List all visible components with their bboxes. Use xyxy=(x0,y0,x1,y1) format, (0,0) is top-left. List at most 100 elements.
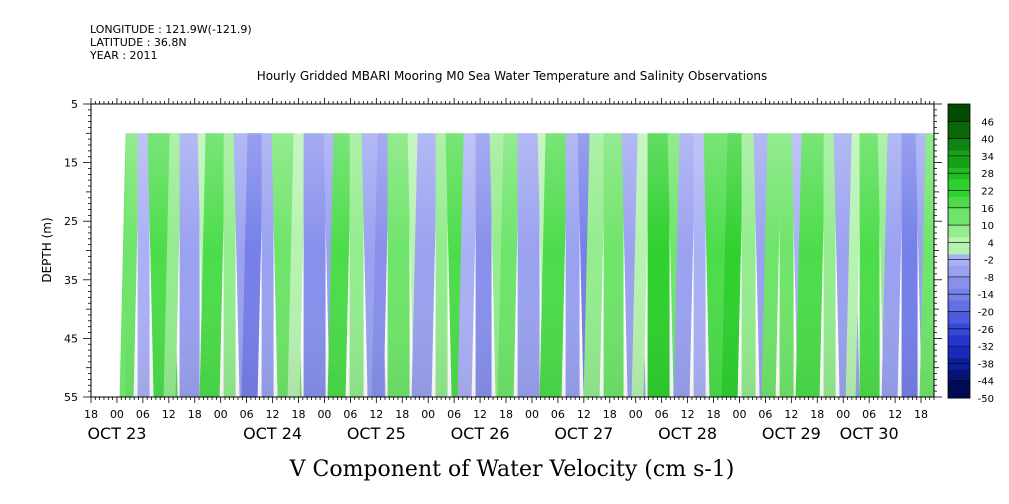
colorbar-swatch xyxy=(948,300,970,307)
colorbar-swatch xyxy=(948,115,970,122)
colorbar-swatch xyxy=(948,265,970,272)
hour-tick-label: 00 xyxy=(732,408,746,421)
colorbar-label: 46 xyxy=(981,117,994,128)
colorbar-label: -8 xyxy=(984,273,994,284)
hour-tick-label: 00 xyxy=(317,408,331,421)
colorbar-swatch xyxy=(948,328,970,336)
colorbar-label: -2 xyxy=(984,256,994,267)
colorbar-swatch xyxy=(948,253,970,261)
chart-title: Hourly Gridded MBARI Mooring M0 Sea Wate… xyxy=(257,69,768,83)
hour-tick-label: 18 xyxy=(603,408,617,421)
colorbar-label: -14 xyxy=(978,290,994,301)
y-tick-label: 25 xyxy=(64,215,78,228)
x-axis-label: V Component of Water Velocity (cm s-1) xyxy=(289,457,735,482)
colorbar-label: 28 xyxy=(981,169,994,180)
colorbar-swatch xyxy=(948,276,970,284)
hour-tick-label: 12 xyxy=(681,408,695,421)
axis-ticks xyxy=(83,98,942,403)
colorbar-swatch xyxy=(948,248,970,255)
day-labels: OCT 23 OCT 24 OCT 25 OCT 26 OCT 27 OCT 28 OCT … xyxy=(87,424,898,443)
hour-tick-label: 06 xyxy=(447,408,461,421)
y-tick-label: 35 xyxy=(64,274,78,287)
colorbar-swatch xyxy=(948,369,970,376)
colorbar-label: -44 xyxy=(978,377,994,388)
colorbar-swatch xyxy=(948,380,970,387)
hour-tick-label: 06 xyxy=(551,408,565,421)
hour-tick-labels: 18 00 06 12 18 00 06 12 18 00 06 12 18 00 06 12 18 00 06 12… xyxy=(84,408,928,421)
hour-tick-label: 06 xyxy=(240,408,254,421)
day-label: OCT 26 xyxy=(451,424,510,443)
hour-tick-label: 12 xyxy=(577,408,591,421)
colorbar-swatch xyxy=(948,167,970,174)
colorbar-swatch xyxy=(948,127,970,134)
hour-tick-label: 00 xyxy=(421,408,435,421)
colorbar-swatch xyxy=(948,242,970,249)
colorbar-swatch xyxy=(948,357,970,364)
colorbar-swatch xyxy=(948,392,970,399)
y-tick-label: 45 xyxy=(64,332,78,345)
colorbar-swatch xyxy=(948,271,970,278)
day-label: OCT 27 xyxy=(554,424,613,443)
colorbar-swatch xyxy=(948,178,970,186)
hour-tick-label: 18 xyxy=(914,408,928,421)
y-tick-label: 5 xyxy=(71,98,78,111)
hour-tick-label: 12 xyxy=(162,408,176,421)
colorbar-swatch xyxy=(948,282,970,289)
colorbar-swatch xyxy=(948,236,970,243)
hour-tick-label: 12 xyxy=(784,408,798,421)
colorbar-label: 22 xyxy=(981,186,994,197)
colorbar-swatch xyxy=(948,294,970,301)
colorbar-swatch xyxy=(948,138,970,145)
colorbar-swatch xyxy=(948,104,970,111)
colorbar-swatch xyxy=(948,363,970,370)
colorbar-swatch xyxy=(948,219,970,226)
y-tick-label: 15 xyxy=(64,157,78,170)
hour-tick-label: 12 xyxy=(266,408,280,421)
colorbar-swatch xyxy=(948,225,970,232)
colorbar-swatch xyxy=(948,202,970,209)
colorbar-swatch xyxy=(948,196,970,203)
hour-tick-label: 18 xyxy=(499,408,513,421)
colorbar-swatch xyxy=(948,132,970,140)
latitude-label: LATITUDE : 36.8N xyxy=(90,36,187,49)
hour-tick-label: 00 xyxy=(214,408,228,421)
day-label: OCT 23 xyxy=(87,424,146,443)
colorbar-swatch xyxy=(948,386,970,393)
colorbar-swatch xyxy=(948,317,970,324)
colorbar-label: -38 xyxy=(978,359,994,370)
hour-tick-label: 00 xyxy=(110,408,124,421)
heatmap-shading xyxy=(125,133,934,397)
longitude-label: LONGITUDE : 121.9W(-121.9) xyxy=(90,23,252,36)
colorbar-swatch xyxy=(948,173,970,180)
colorbar-label: 40 xyxy=(981,135,994,146)
day-label: OCT 29 xyxy=(762,424,821,443)
year-label: YEAR : 2011 xyxy=(90,49,158,62)
hour-tick-label: 06 xyxy=(136,408,150,421)
day-label: OCT 24 xyxy=(243,424,302,443)
hour-tick-label: 06 xyxy=(343,408,357,421)
colorbar-swatch xyxy=(948,155,970,163)
colorbar-swatch xyxy=(948,334,970,341)
colorbar-label: 16 xyxy=(981,204,994,215)
colorbar-label: -26 xyxy=(978,325,994,336)
hour-tick-label: 00 xyxy=(629,408,643,421)
colorbar-swatch xyxy=(948,230,970,238)
hour-tick-label: 12 xyxy=(369,408,383,421)
y-tick-label: 55 xyxy=(64,391,78,404)
colorbar-swatch xyxy=(948,346,970,353)
y-axis-label: DEPTH (m) xyxy=(40,217,54,282)
colorbar-label: 34 xyxy=(981,152,994,163)
colorbar-swatch xyxy=(948,340,970,347)
day-label: OCT 25 xyxy=(347,424,406,443)
hour-tick-label: 00 xyxy=(525,408,539,421)
hour-tick-label: 18 xyxy=(188,408,202,421)
hour-tick-label: 12 xyxy=(473,408,487,421)
y-tick-labels: 5 15 25 35 45 55 xyxy=(64,98,78,404)
colorbar-swatch xyxy=(948,259,970,266)
colorbar-swatch xyxy=(948,374,970,382)
hour-tick-label: 06 xyxy=(862,408,876,421)
colorbar-swatch xyxy=(948,161,970,168)
hour-tick-label: 18 xyxy=(395,408,409,421)
hour-tick-label: 12 xyxy=(888,408,902,421)
